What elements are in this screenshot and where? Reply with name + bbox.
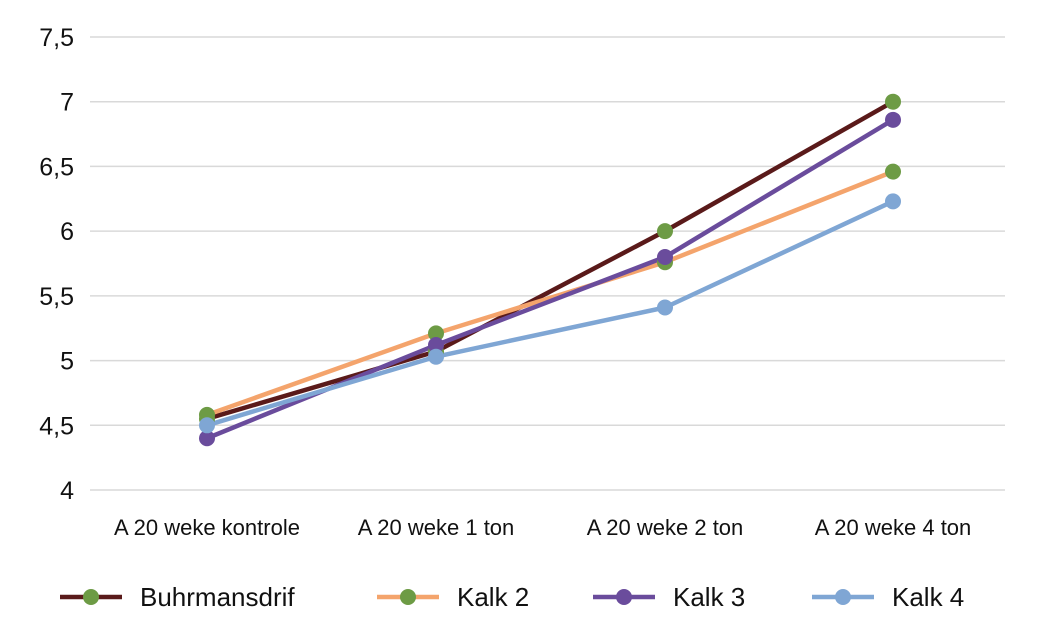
y-tick-label: 7,5 — [39, 24, 74, 52]
legend-marker — [400, 589, 416, 605]
data-point — [885, 193, 901, 210]
y-tick-label: 4,5 — [39, 412, 74, 440]
x-category-label: A 20 weke 1 ton — [358, 515, 515, 540]
series-lines — [199, 93, 901, 447]
legend-label: Kalk 2 — [457, 582, 529, 612]
data-point — [885, 93, 901, 110]
y-axis-tick-labels: 4 4,5 5 5,5 6 6,5 7 7,5 — [39, 24, 74, 505]
series-line — [206, 99, 895, 421]
data-point — [657, 249, 673, 266]
legend-marker — [616, 589, 632, 605]
data-point — [199, 430, 215, 447]
data-point — [657, 299, 673, 316]
x-category-label: A 20 weke 2 ton — [587, 515, 744, 540]
series-line — [206, 169, 894, 418]
legend-label: Kalk 3 — [673, 582, 745, 612]
gridlines — [90, 36, 1005, 491]
legend: Buhrmansdrif Kalk 2 Kalk 3 Kalk 4 — [60, 582, 964, 612]
y-tick-label: 4 — [60, 477, 74, 505]
data-point — [885, 163, 901, 180]
x-axis-category-labels: A 20 weke kontrole A 20 weke 1 ton A 20 we… — [114, 515, 971, 540]
y-tick-label: 6,5 — [39, 153, 74, 181]
legend-label: Kalk 4 — [892, 582, 964, 612]
y-tick-label: 7 — [60, 89, 74, 117]
y-tick-label: 5,5 — [39, 283, 74, 311]
x-category-label: A 20 weke kontrole — [114, 515, 300, 540]
series-line — [206, 199, 894, 428]
data-point — [657, 223, 673, 240]
legend-marker — [835, 589, 851, 605]
data-point — [428, 325, 444, 342]
data-point — [885, 111, 901, 128]
y-tick-label: 6 — [60, 218, 74, 246]
x-category-label: A 20 weke 4 ton — [815, 515, 972, 540]
legend-label: Buhrmansdrif — [140, 582, 295, 612]
data-point — [428, 337, 444, 354]
y-tick-label: 5 — [60, 348, 74, 376]
data-point — [199, 417, 215, 434]
legend-marker — [83, 589, 99, 605]
data-point — [428, 348, 444, 365]
